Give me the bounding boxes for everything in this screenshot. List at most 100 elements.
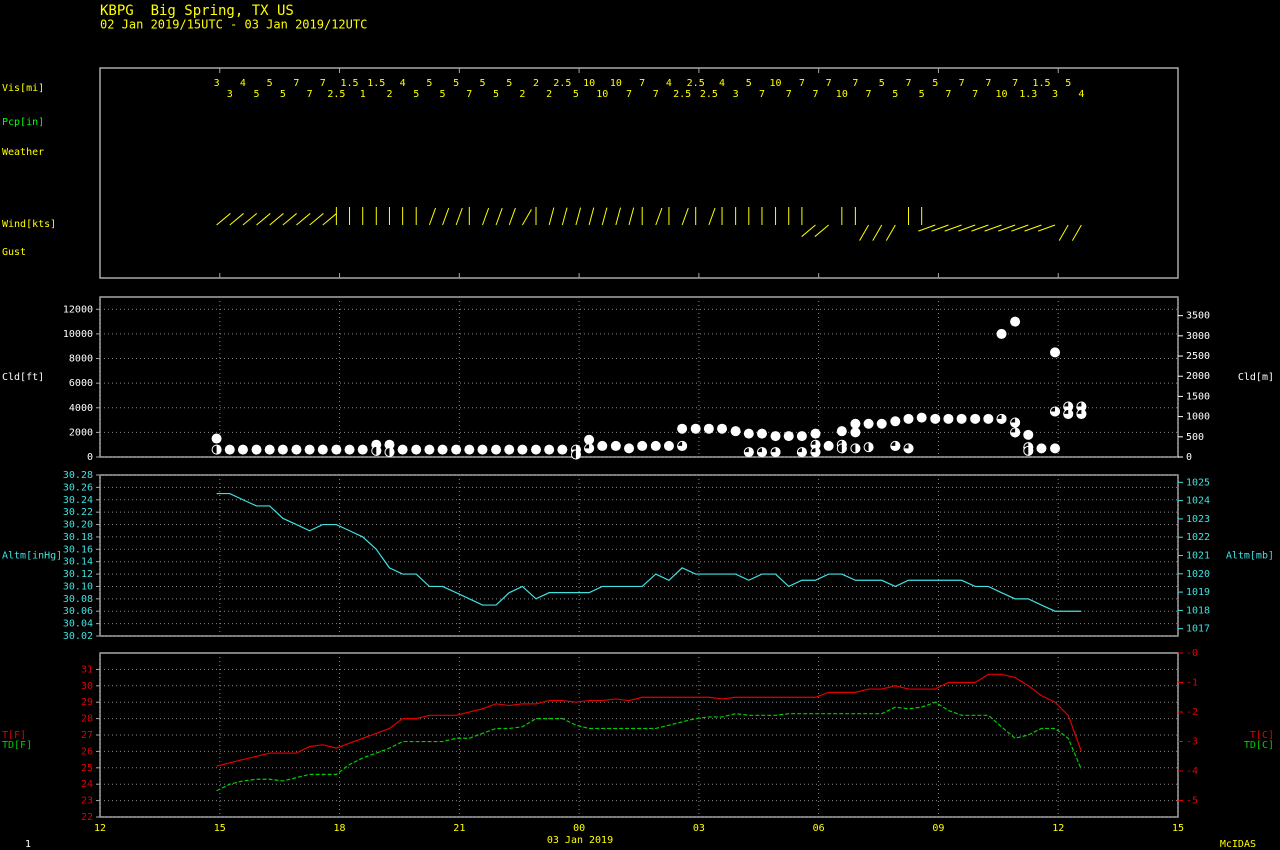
cloud-mark: [743, 447, 754, 458]
period-subtitle: 02 Jan 2019/15UTC - 03 Jan 2019/12UTC: [100, 18, 367, 32]
visibility-value: 7: [799, 78, 805, 89]
visibility-value: 7: [639, 78, 645, 89]
y2-tick-label: 1022: [1186, 532, 1210, 543]
cloud-mark: [868, 442, 874, 453]
x-tick-label: 03: [693, 823, 705, 834]
cloud-mark: [264, 444, 275, 455]
visibility-value: 3: [214, 78, 220, 89]
cloud-mark: [903, 443, 914, 454]
visibility-value: 7: [826, 78, 832, 89]
visibility-value: 3: [1052, 89, 1058, 100]
y2-tick-label: 2000: [1186, 371, 1210, 382]
y-tick-label: 30: [81, 681, 93, 692]
cloud-mark: [317, 444, 328, 455]
cloud-mark: [850, 418, 861, 429]
visibility-value: 5: [453, 78, 459, 89]
y2-tick-label: 2500: [1186, 351, 1210, 362]
visibility-value: 7: [852, 78, 858, 89]
visibility-value: 2.5: [673, 89, 691, 100]
visibility-value: 5: [919, 89, 925, 100]
cloud-mark: [1010, 316, 1021, 327]
wind-barb: [859, 224, 870, 241]
series-line: [216, 701, 1082, 792]
cloud-mark: [1010, 417, 1021, 428]
wind-barb: [801, 224, 816, 237]
series-line: [216, 492, 1082, 612]
series-label-c: TD[C]: [1244, 740, 1274, 751]
y2-tick-label: 1017: [1186, 624, 1210, 635]
y-tick-label: 24: [81, 779, 93, 790]
visibility-value: 7: [786, 89, 792, 100]
visibility-value: 7: [293, 78, 299, 89]
cloud-mark: [477, 444, 488, 455]
y-tick-label: 30.06: [63, 606, 93, 617]
visibility-value: 5: [440, 89, 446, 100]
y2-tick-label: 1019: [1186, 587, 1210, 598]
y2-tick-label: 1000: [1186, 412, 1210, 423]
cloud-mark: [344, 444, 355, 455]
visibility-value: 5: [479, 78, 485, 89]
cloud-mark: [863, 418, 874, 429]
cloud-mark: [783, 431, 794, 442]
visibility-value: 2: [546, 89, 552, 100]
cloud-mark: [584, 443, 595, 454]
cloud-mark: [491, 444, 502, 455]
frame-number: 1: [25, 839, 31, 850]
visibility-value: 5: [892, 89, 898, 100]
wind-barb: [575, 207, 582, 226]
cloud-mark: [743, 428, 754, 439]
cloud-mark: [810, 439, 821, 450]
y-tick-label: 30.08: [63, 594, 93, 605]
wind-barb: [256, 213, 271, 226]
visibility-value: 3: [733, 89, 739, 100]
cloud-mark: [384, 439, 395, 450]
cloud-mark: [584, 434, 595, 445]
cloud-mark: [637, 440, 648, 451]
cloud-mark: [1050, 443, 1061, 454]
y2-tick-label: 1025: [1186, 477, 1210, 488]
y-tick-label: 26: [81, 746, 93, 757]
wind-barb: [931, 224, 949, 232]
cloud-mark: [650, 440, 661, 451]
y-tick-label: 30.22: [63, 507, 93, 518]
y-tick-label: 28: [81, 714, 93, 725]
panel-frame: [99, 67, 1179, 279]
cloud-mark: [996, 413, 1007, 424]
visibility-value: 7: [866, 89, 872, 100]
y2-tick-label: -1: [1186, 677, 1198, 688]
y-tick-label: 25: [81, 763, 93, 774]
cloud-mark: [389, 447, 395, 458]
wind-barb: [872, 224, 883, 241]
station-title: KBPG Big Spring, TX US: [100, 3, 294, 19]
visibility-value: 10: [770, 78, 782, 89]
wind-barb: [482, 207, 490, 226]
cloud-mark: [943, 413, 954, 424]
visibility-value: 1.3: [1019, 89, 1037, 100]
cloud-mark: [1010, 427, 1021, 438]
y2-axis-label: Altm[mb]: [1226, 551, 1274, 562]
date-label: 03 Jan 2019: [547, 835, 613, 846]
visibility-value: 7: [905, 78, 911, 89]
x-tick-label: 09: [932, 823, 944, 834]
visibility-value: 7: [812, 89, 818, 100]
wind-barb: [681, 207, 689, 226]
cloud-mark: [663, 440, 674, 451]
y2-tick-label: -5: [1186, 795, 1198, 806]
visibility-value: 5: [879, 78, 885, 89]
wind-barb: [814, 224, 829, 237]
cloud-mark: [996, 328, 1007, 339]
cloud-mark: [277, 444, 288, 455]
x-tick-label: 12: [1052, 823, 1064, 834]
cloud-mark: [1036, 443, 1047, 454]
wind-barb: [296, 213, 311, 226]
visibility-value: 5: [280, 89, 286, 100]
row-label: Pcp[in]: [2, 117, 44, 128]
wind-barb: [708, 207, 716, 226]
cloud-mark: [970, 413, 981, 424]
visibility-value: 5: [506, 78, 512, 89]
cloud-mark: [557, 444, 568, 455]
visibility-value: 5: [932, 78, 938, 89]
cloud-mark: [717, 423, 728, 434]
visibility-value: 5: [253, 89, 259, 100]
